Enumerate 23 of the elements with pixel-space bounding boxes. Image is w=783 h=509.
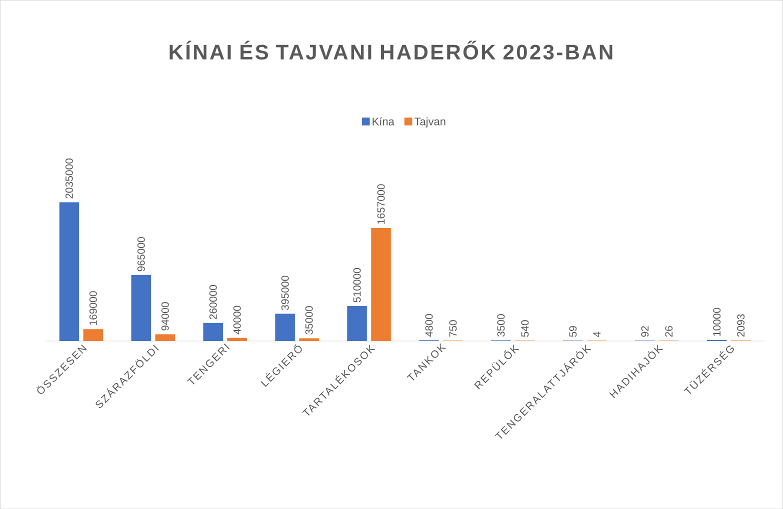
data-label: 35000 bbox=[305, 306, 313, 334]
data-label: 4800 bbox=[425, 314, 433, 337]
data-label: 94000 bbox=[161, 302, 169, 330]
chart-title: KÍNAI ÉS TAJVANI HADERŐK 2023-BAN bbox=[170, 40, 612, 60]
data-label: 1657000 bbox=[377, 184, 385, 224]
data-label: 3500 bbox=[497, 314, 505, 337]
legend-label: Tajvan bbox=[414, 117, 446, 128]
data-label: 510000 bbox=[353, 268, 361, 302]
data-label: 540 bbox=[521, 320, 529, 337]
data-label: 2035000 bbox=[65, 158, 73, 198]
data-label: 59 bbox=[569, 326, 577, 337]
data-label: 395000 bbox=[281, 276, 289, 310]
data-label: 40000 bbox=[233, 306, 241, 334]
legend-label: Kína bbox=[372, 117, 394, 126]
data-label: 10000 bbox=[713, 308, 721, 336]
data-label: 169000 bbox=[89, 291, 97, 325]
data-label: 4 bbox=[593, 332, 601, 337]
data-label: 750 bbox=[449, 320, 457, 337]
data-label: 26 bbox=[665, 326, 673, 337]
data-label: 92 bbox=[641, 326, 649, 337]
data-label: 965000 bbox=[137, 237, 145, 272]
data-label: 2093 bbox=[737, 314, 745, 337]
data-label: 260000 bbox=[209, 284, 217, 320]
